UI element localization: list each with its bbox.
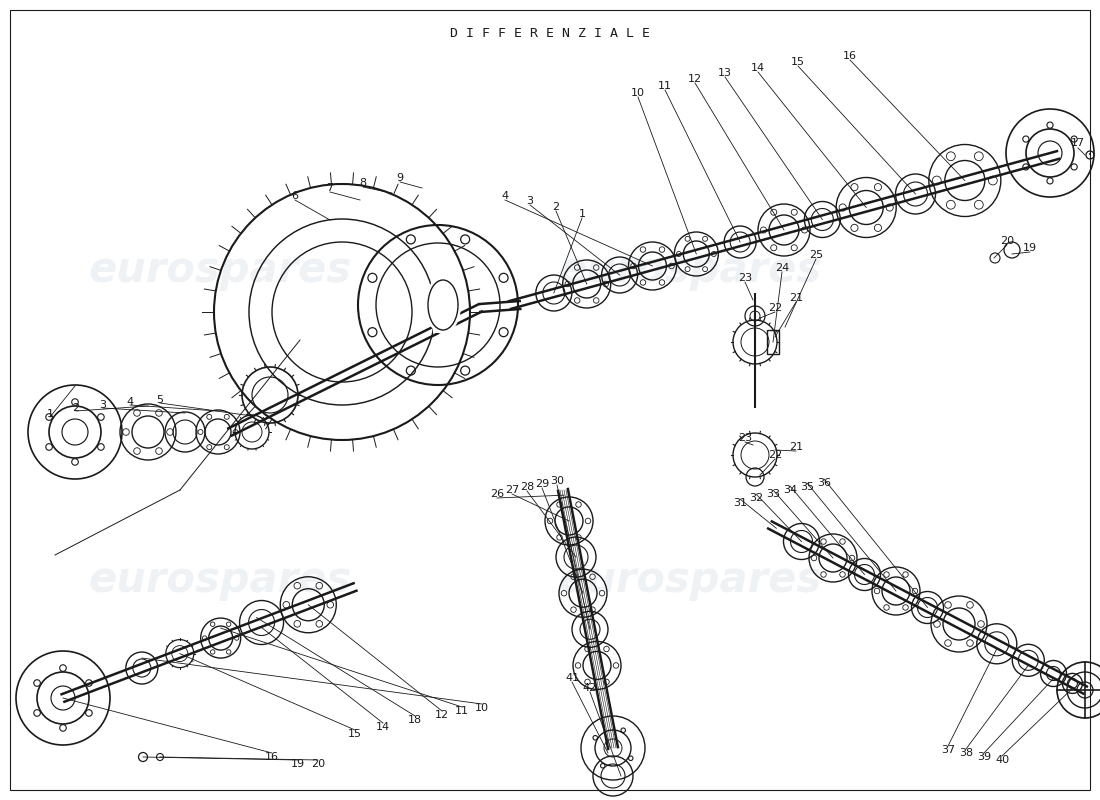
Text: 16: 16 [843,51,857,61]
Text: 1: 1 [579,209,585,219]
Ellipse shape [425,276,461,334]
Text: eurospares: eurospares [559,249,822,291]
Text: 22: 22 [768,450,782,460]
Text: 14: 14 [376,722,390,732]
Text: 3: 3 [527,196,534,206]
Text: 25: 25 [808,250,823,260]
Text: 38: 38 [959,748,974,758]
Text: eurospares: eurospares [88,559,352,601]
Text: 10: 10 [475,703,490,713]
Text: 3: 3 [99,400,107,410]
Text: 37: 37 [940,745,955,755]
Text: 19: 19 [1023,243,1037,253]
Text: 15: 15 [348,729,362,739]
Text: 21: 21 [789,293,803,303]
Text: 23: 23 [738,433,752,443]
Text: 20: 20 [311,759,326,769]
Text: 16: 16 [265,752,279,762]
Text: 15: 15 [791,57,805,67]
Text: 12: 12 [688,74,702,84]
Text: 4: 4 [126,397,133,407]
Text: 40: 40 [994,755,1009,765]
Text: 11: 11 [658,81,672,91]
Bar [433,277,455,333]
Text: 2: 2 [552,202,560,212]
Text: 41: 41 [565,673,579,683]
Text: 17: 17 [1071,138,1085,148]
Text: 12: 12 [434,710,449,720]
Text: 20: 20 [1000,236,1014,246]
Text: 27: 27 [505,485,519,495]
Text: 39: 39 [977,752,991,762]
Text: 6: 6 [292,191,298,201]
Text: eurospares: eurospares [88,249,352,291]
Text: 42: 42 [583,683,597,693]
Text: 14: 14 [751,63,766,73]
Text: 18: 18 [408,715,422,725]
Text: 11: 11 [455,706,469,716]
Text: 7: 7 [327,183,333,193]
Text: 32: 32 [749,493,763,503]
Text: 24: 24 [774,263,789,273]
Text: eurospares: eurospares [559,559,822,601]
Text: 5: 5 [156,395,164,405]
Text: 1: 1 [46,409,54,419]
Text: D I F F E R E N Z I A L E: D I F F E R E N Z I A L E [450,27,650,40]
Text: •: • [1088,152,1092,158]
Text: 35: 35 [800,482,814,492]
Text: 31: 31 [733,498,747,508]
Text: 22: 22 [768,303,782,313]
Text: 8: 8 [360,178,366,188]
Text: 21: 21 [789,442,803,452]
Text: 34: 34 [783,485,798,495]
Text: 19: 19 [290,759,305,769]
Bar [767,330,779,354]
Text: 26: 26 [490,489,504,499]
Text: 29: 29 [535,479,549,489]
Text: 36: 36 [817,478,830,488]
Text: 10: 10 [631,88,645,98]
Text: 2: 2 [73,403,79,413]
Text: 23: 23 [738,273,752,283]
Text: 9: 9 [396,173,404,183]
Text: 13: 13 [718,68,732,78]
Text: 4: 4 [502,191,508,201]
Text: 30: 30 [550,476,564,486]
Text: 28: 28 [520,482,535,492]
Text: 33: 33 [766,489,780,499]
